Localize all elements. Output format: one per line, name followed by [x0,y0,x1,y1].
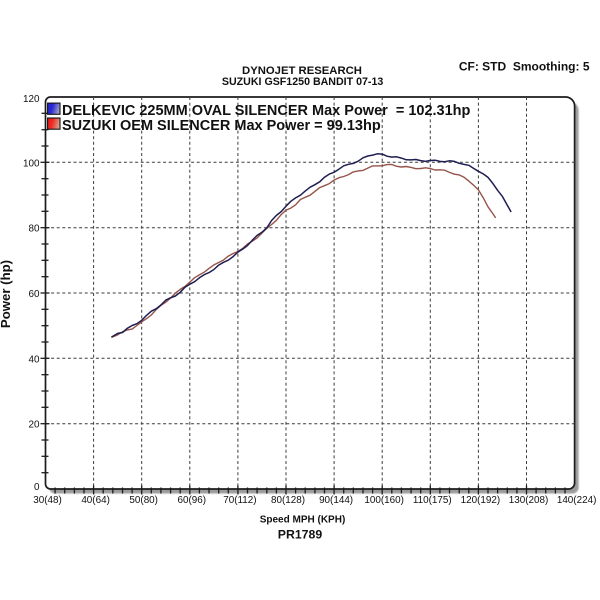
svg-text:80: 80 [29,224,40,235]
svg-text:120: 120 [23,94,40,105]
svg-text:30(48): 30(48) [33,495,62,506]
svg-text:110(175): 110(175) [413,495,452,506]
svg-text:20: 20 [29,420,40,431]
svg-text:40(64): 40(64) [81,495,110,506]
svg-text:60(96): 60(96) [178,495,207,506]
svg-text:DELKEVIC 225MM OVAL SILENCER M: DELKEVIC 225MM OVAL SILENCER Max Power =… [62,103,471,119]
svg-text:CF: STD Smoothing: 5: CF: STD Smoothing: 5 [459,60,590,74]
svg-text:130(208): 130(208) [509,495,549,506]
svg-text:100: 100 [23,158,40,169]
svg-text:SUZUKI OEM SILENCER Max Power: SUZUKI OEM SILENCER Max Power = 99.13hp [62,118,381,134]
svg-text:SUZUKI GSF1250 BANDIT 07-13: SUZUKI GSF1250 BANDIT 07-13 [222,76,384,88]
svg-text:PR1789: PR1789 [278,528,323,542]
svg-text:50(80): 50(80) [129,495,158,506]
svg-text:100(160): 100(160) [364,495,404,506]
svg-text:0: 0 [34,482,40,493]
svg-text:90(144): 90(144) [319,495,353,506]
svg-text:40: 40 [29,354,40,365]
svg-text:60: 60 [29,289,40,300]
svg-text:Power (hp): Power (hp) [0,260,13,328]
svg-text:DYNOJET RESEARCH: DYNOJET RESEARCH [242,65,362,77]
svg-text:140(224): 140(224) [557,495,597,506]
svg-text:120(192): 120(192) [461,495,501,506]
svg-text:70(112): 70(112) [223,495,256,506]
svg-text:80(128): 80(128) [271,495,305,506]
svg-text:Speed MPH (KPH): Speed MPH (KPH) [260,514,346,525]
